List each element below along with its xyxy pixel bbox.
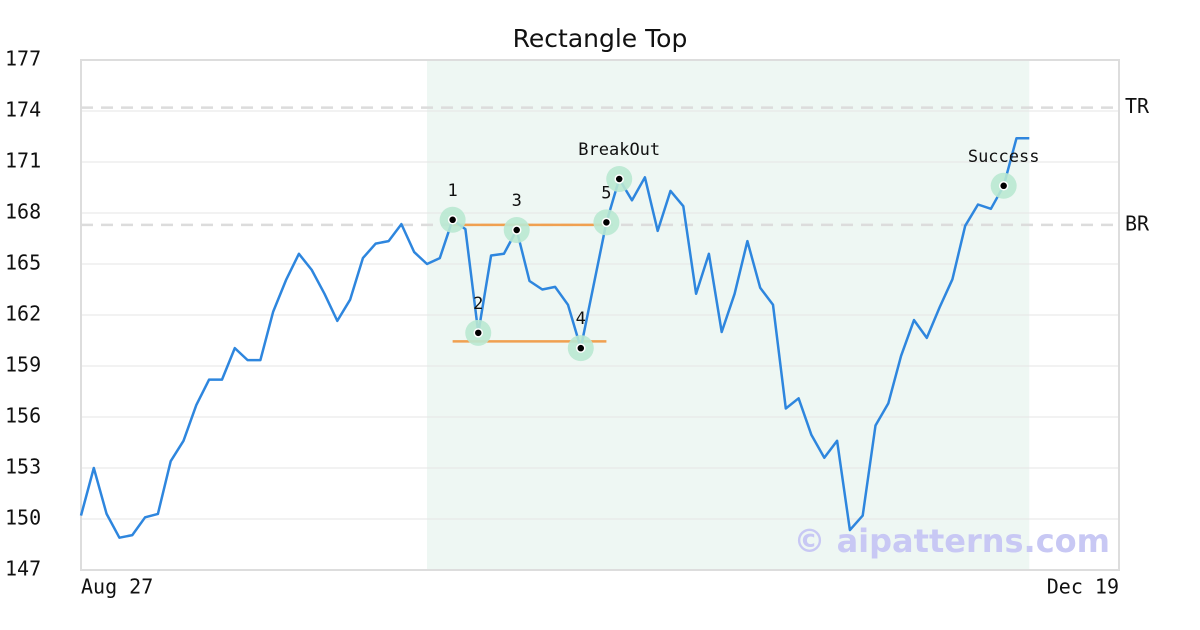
pattern-point	[511, 225, 522, 235]
pattern-point-label: 3	[512, 191, 522, 211]
pattern-point	[998, 181, 1009, 191]
y-tick-label: 168	[5, 200, 41, 224]
y-tick-label: 165	[5, 251, 41, 275]
y-tick-label: 147	[5, 557, 41, 581]
pattern-point-label: 2	[473, 294, 483, 314]
y-tick-label: 174	[5, 98, 41, 122]
x-tick-label: Aug 27	[81, 575, 153, 599]
pattern-point-label: 1	[448, 181, 458, 201]
chart-title: Rectangle Top	[513, 24, 688, 53]
pattern-point	[473, 328, 484, 338]
plot-frame	[80, 59, 1120, 571]
pattern-point-label: Success	[968, 147, 1040, 167]
level-label: BR	[1125, 211, 1150, 235]
y-tick-label: 162	[5, 302, 41, 326]
y-tick-label: 150	[5, 506, 41, 530]
price-line	[79, 136, 1030, 539]
y-tick-label: 159	[5, 353, 41, 377]
y-tick-label: 156	[5, 404, 41, 428]
y-tick-label: 153	[5, 455, 41, 479]
pattern-point	[601, 217, 612, 228]
pattern-point	[576, 343, 586, 353]
pattern-point-label: BreakOut	[578, 140, 660, 160]
pattern-point-label: 4	[576, 309, 586, 329]
y-tick-label: 171	[5, 149, 41, 173]
pattern-point	[614, 174, 624, 184]
watermark: © aipatterns.com	[793, 522, 1110, 560]
y-tick-label: 177	[5, 47, 41, 71]
level-label: TR	[1125, 94, 1150, 118]
pattern-point-label: 5	[601, 183, 611, 203]
pattern-point	[447, 215, 458, 225]
x-tick-label: Dec 19	[1047, 575, 1119, 599]
